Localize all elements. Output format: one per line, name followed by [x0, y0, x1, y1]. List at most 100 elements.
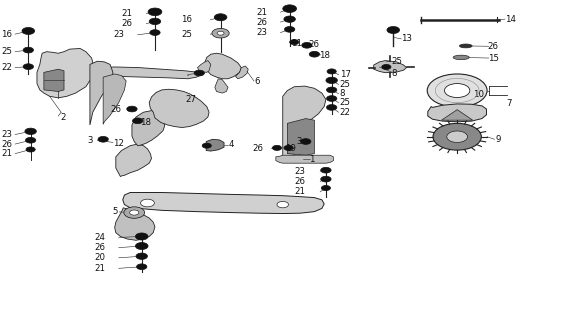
Circle shape [427, 74, 487, 107]
Text: 25: 25 [340, 80, 351, 89]
Text: 21: 21 [294, 188, 305, 196]
Text: 21: 21 [95, 264, 106, 273]
Circle shape [136, 253, 148, 260]
Text: 18: 18 [140, 117, 151, 127]
Text: 25: 25 [181, 30, 193, 39]
Text: 2: 2 [60, 114, 65, 123]
Circle shape [327, 105, 337, 110]
Circle shape [327, 87, 337, 93]
Circle shape [137, 264, 147, 270]
Text: 11: 11 [291, 39, 302, 48]
Circle shape [284, 27, 295, 32]
Circle shape [277, 201, 288, 208]
Circle shape [272, 145, 282, 150]
Polygon shape [123, 193, 324, 213]
Polygon shape [149, 89, 209, 127]
Text: 23: 23 [256, 28, 267, 37]
Text: 27: 27 [185, 95, 196, 104]
Polygon shape [287, 119, 314, 155]
Text: 25: 25 [1, 47, 12, 56]
Text: 25: 25 [391, 57, 402, 66]
Text: 8: 8 [391, 69, 396, 78]
Circle shape [447, 131, 467, 142]
Polygon shape [115, 208, 155, 240]
Circle shape [124, 207, 145, 218]
Text: 21: 21 [1, 149, 12, 158]
Polygon shape [92, 67, 202, 79]
Text: 20: 20 [95, 253, 106, 262]
Text: 9: 9 [496, 135, 501, 144]
Circle shape [327, 69, 336, 74]
Circle shape [22, 28, 35, 35]
Circle shape [150, 30, 160, 36]
Circle shape [302, 43, 312, 48]
Text: 26: 26 [111, 105, 122, 114]
Text: 26: 26 [95, 243, 106, 252]
Text: 26: 26 [294, 177, 305, 186]
Text: 7: 7 [506, 99, 512, 108]
Text: 18: 18 [319, 51, 330, 60]
Circle shape [23, 64, 33, 69]
Text: 26: 26 [309, 40, 320, 49]
Text: 17: 17 [340, 70, 351, 79]
Polygon shape [235, 66, 248, 79]
Text: 22: 22 [1, 63, 12, 72]
Polygon shape [197, 60, 211, 72]
Text: 22: 22 [340, 108, 351, 117]
Circle shape [214, 14, 227, 21]
Circle shape [148, 8, 162, 16]
Circle shape [25, 137, 36, 143]
Polygon shape [374, 60, 407, 73]
Text: 19: 19 [285, 144, 296, 153]
Polygon shape [428, 104, 486, 122]
Circle shape [284, 16, 295, 22]
Text: 1: 1 [309, 155, 314, 164]
Polygon shape [37, 49, 94, 98]
Circle shape [309, 51, 320, 57]
Circle shape [327, 96, 337, 101]
Circle shape [141, 199, 155, 207]
Text: 26: 26 [256, 18, 267, 27]
Circle shape [217, 31, 224, 35]
Circle shape [382, 64, 391, 69]
Circle shape [202, 143, 211, 148]
Polygon shape [205, 53, 241, 79]
Circle shape [127, 106, 137, 112]
Circle shape [136, 243, 148, 250]
Circle shape [98, 136, 108, 142]
Text: 21: 21 [256, 8, 267, 17]
Text: 21: 21 [122, 9, 133, 18]
Text: 24: 24 [95, 233, 106, 242]
Ellipse shape [459, 44, 472, 48]
Circle shape [433, 123, 481, 150]
Circle shape [149, 18, 161, 25]
Circle shape [290, 40, 299, 45]
Polygon shape [206, 139, 224, 151]
Polygon shape [90, 61, 113, 125]
Polygon shape [132, 111, 165, 146]
Circle shape [387, 27, 400, 34]
Polygon shape [44, 69, 64, 92]
Polygon shape [283, 86, 326, 157]
Polygon shape [276, 155, 334, 163]
Text: 12: 12 [113, 139, 124, 148]
Text: 5: 5 [113, 207, 118, 216]
Circle shape [25, 128, 36, 134]
Circle shape [321, 176, 331, 182]
Text: 16: 16 [181, 15, 193, 24]
Text: 3: 3 [297, 137, 302, 146]
Text: 4: 4 [228, 140, 234, 149]
Polygon shape [116, 144, 152, 177]
Circle shape [321, 186, 331, 191]
Circle shape [301, 139, 311, 144]
Text: 26: 26 [488, 42, 499, 51]
Text: 23: 23 [114, 30, 125, 39]
Circle shape [444, 84, 470, 98]
Text: 26: 26 [1, 140, 12, 148]
Circle shape [136, 233, 148, 240]
Text: 6: 6 [254, 77, 260, 86]
Text: 26: 26 [122, 19, 133, 28]
Text: 8: 8 [340, 89, 345, 98]
Circle shape [283, 5, 297, 12]
Circle shape [23, 47, 33, 53]
